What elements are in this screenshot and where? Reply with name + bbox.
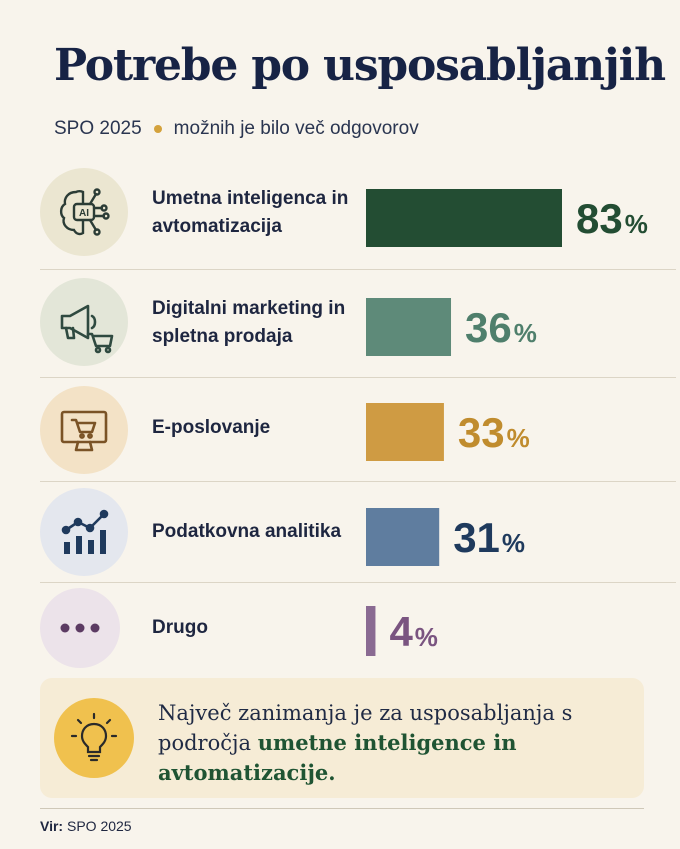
analytics-chart-icon xyxy=(40,488,128,576)
row-divider xyxy=(40,481,676,482)
category-label: E-poslovanje xyxy=(152,417,271,438)
row-divider xyxy=(40,269,676,270)
svg-text:AI: AI xyxy=(79,208,89,219)
category-label: Podatkovna analitika xyxy=(152,521,342,542)
category-row-analytics: Podatkovna analitika xyxy=(40,488,676,578)
category-row-marketing: Digitalni marketing in spletna prodaja xyxy=(40,278,676,368)
lightbulb-icon xyxy=(54,698,134,778)
row-divider xyxy=(40,377,676,378)
page-title: Potrebe po usposabljanjih xyxy=(54,40,666,91)
category-row-ai: AI Umetna inteligenca in avtomatizacija xyxy=(40,168,676,258)
callout-text-highlight: umetne inteligence in avtomatizacije. xyxy=(158,730,517,785)
megaphone-cart-icon xyxy=(40,278,128,366)
category-row-ebusiness: E-poslovanje xyxy=(40,386,676,476)
subtitle-source: SPO 2025 xyxy=(54,118,142,139)
source-value: SPO 2025 xyxy=(66,818,132,834)
row-divider xyxy=(40,582,676,583)
category-row-other: Drugo xyxy=(40,588,676,668)
subtitle: SPO 2025 možnih je bilo več odgovorov xyxy=(54,118,419,140)
more-dots-icon xyxy=(40,588,120,668)
footer-divider xyxy=(40,808,644,809)
subtitle-note: možnih je bilo več odgovorov xyxy=(173,118,419,139)
category-label: Drugo xyxy=(152,617,208,638)
ai-brain-icon: AI xyxy=(40,168,128,256)
category-label: Umetna inteligenca in avtomatizacija xyxy=(152,188,349,237)
subtitle-dot-icon xyxy=(153,125,162,133)
callout-box: Največ zanimanja je za usposabljanja s p… xyxy=(40,678,644,798)
category-label: Digitalni marketing in spletna prodaja xyxy=(152,298,346,347)
monitor-cart-icon xyxy=(40,386,128,474)
source-label: Vir: xyxy=(40,818,64,834)
source-note: Vir: SPO 2025 xyxy=(40,818,132,834)
callout-text: Največ zanimanja je za usposabljanja s p… xyxy=(158,698,628,788)
callout-text-plain: Največ zanimanja je za usposabljanja s p… xyxy=(158,701,573,755)
